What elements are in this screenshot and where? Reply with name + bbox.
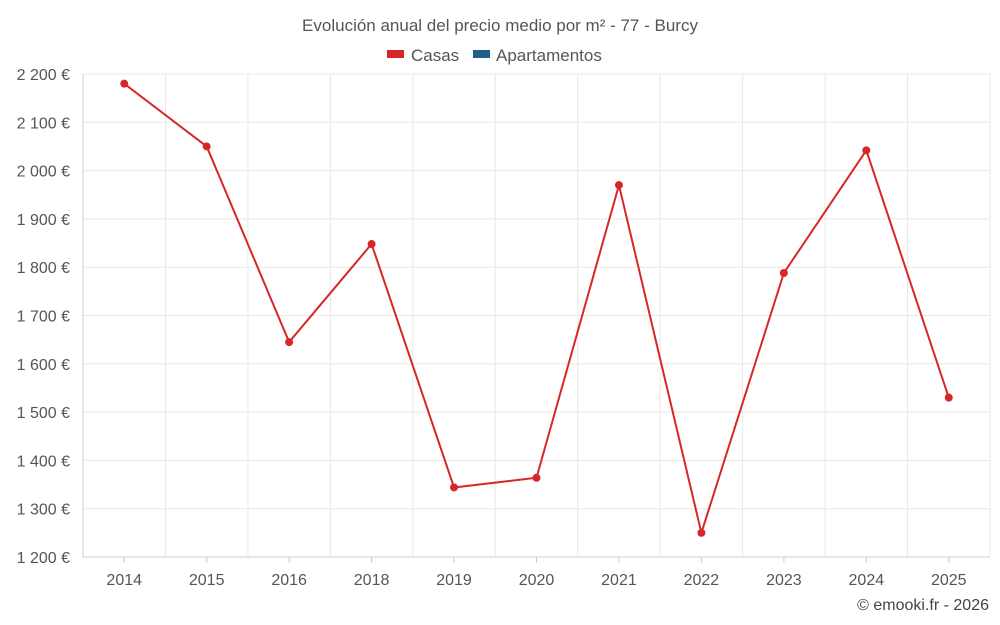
data-point-casas-2024[interactable] — [862, 146, 871, 155]
x-tick-label: 2019 — [436, 572, 472, 589]
data-point-casas-2015[interactable] — [202, 142, 211, 151]
credit-text: © emooki.fr - 2026 — [857, 597, 989, 614]
legend-swatch-casas — [387, 50, 404, 58]
x-tick-label: 2024 — [849, 572, 885, 589]
y-tick-label: 2 000 € — [17, 164, 70, 181]
data-point-casas-2022[interactable] — [697, 528, 706, 537]
y-tick-label: 1 900 € — [17, 212, 70, 229]
legend-swatch-apartamentos — [473, 50, 490, 58]
data-point-casas-2025[interactable] — [944, 393, 953, 402]
data-point-casas-2020[interactable] — [532, 473, 541, 482]
y-tick-label: 2 200 € — [17, 67, 70, 84]
x-tick-label: 2016 — [271, 572, 307, 589]
y-tick-label: 1 700 € — [17, 309, 70, 326]
y-tick-label: 2 100 € — [17, 115, 70, 132]
legend: Casas Apartamentos — [387, 46, 602, 65]
legend-label-casas[interactable]: Casas — [411, 46, 459, 65]
chart-title: Evolución anual del precio medio por m² … — [302, 16, 698, 35]
data-point-casas-2014[interactable] — [120, 79, 129, 88]
y-axis-ticks: 1 200 € 1 300 € 1 400 € 1 500 € 1 600 € 1 700… — [17, 67, 70, 567]
x-tick-label: 2023 — [766, 572, 802, 589]
data-point-casas-2019[interactable] — [450, 483, 459, 492]
x-tick-label: 2018 — [354, 572, 390, 589]
y-tick-label: 1 400 € — [17, 453, 70, 470]
data-point-casas-2018[interactable] — [367, 240, 376, 249]
x-tick-label: 2020 — [519, 572, 555, 589]
x-tick-label: 2022 — [684, 572, 720, 589]
gridlines — [82, 73, 991, 558]
legend-label-apartamentos[interactable]: Apartamentos — [496, 46, 602, 65]
x-tick-label: 2025 — [931, 572, 967, 589]
data-point-casas-2023[interactable] — [779, 268, 788, 277]
y-tick-label: 1 300 € — [17, 502, 70, 519]
x-tick-label: 2014 — [106, 572, 142, 589]
y-tick-label: 1 500 € — [17, 405, 70, 422]
series-casas — [120, 79, 953, 537]
x-axis-ticks: 2014 2015 2016 2018 2019 2020 2021 2022 2023 2024… — [106, 557, 967, 589]
data-point-casas-2021[interactable] — [614, 181, 623, 190]
y-tick-label: 1 800 € — [17, 260, 70, 277]
x-tick-label: 2021 — [601, 572, 637, 589]
y-tick-label: 1 200 € — [17, 550, 70, 567]
data-point-casas-2016[interactable] — [285, 338, 294, 347]
y-tick-label: 1 600 € — [17, 357, 70, 374]
x-tick-label: 2015 — [189, 572, 225, 589]
